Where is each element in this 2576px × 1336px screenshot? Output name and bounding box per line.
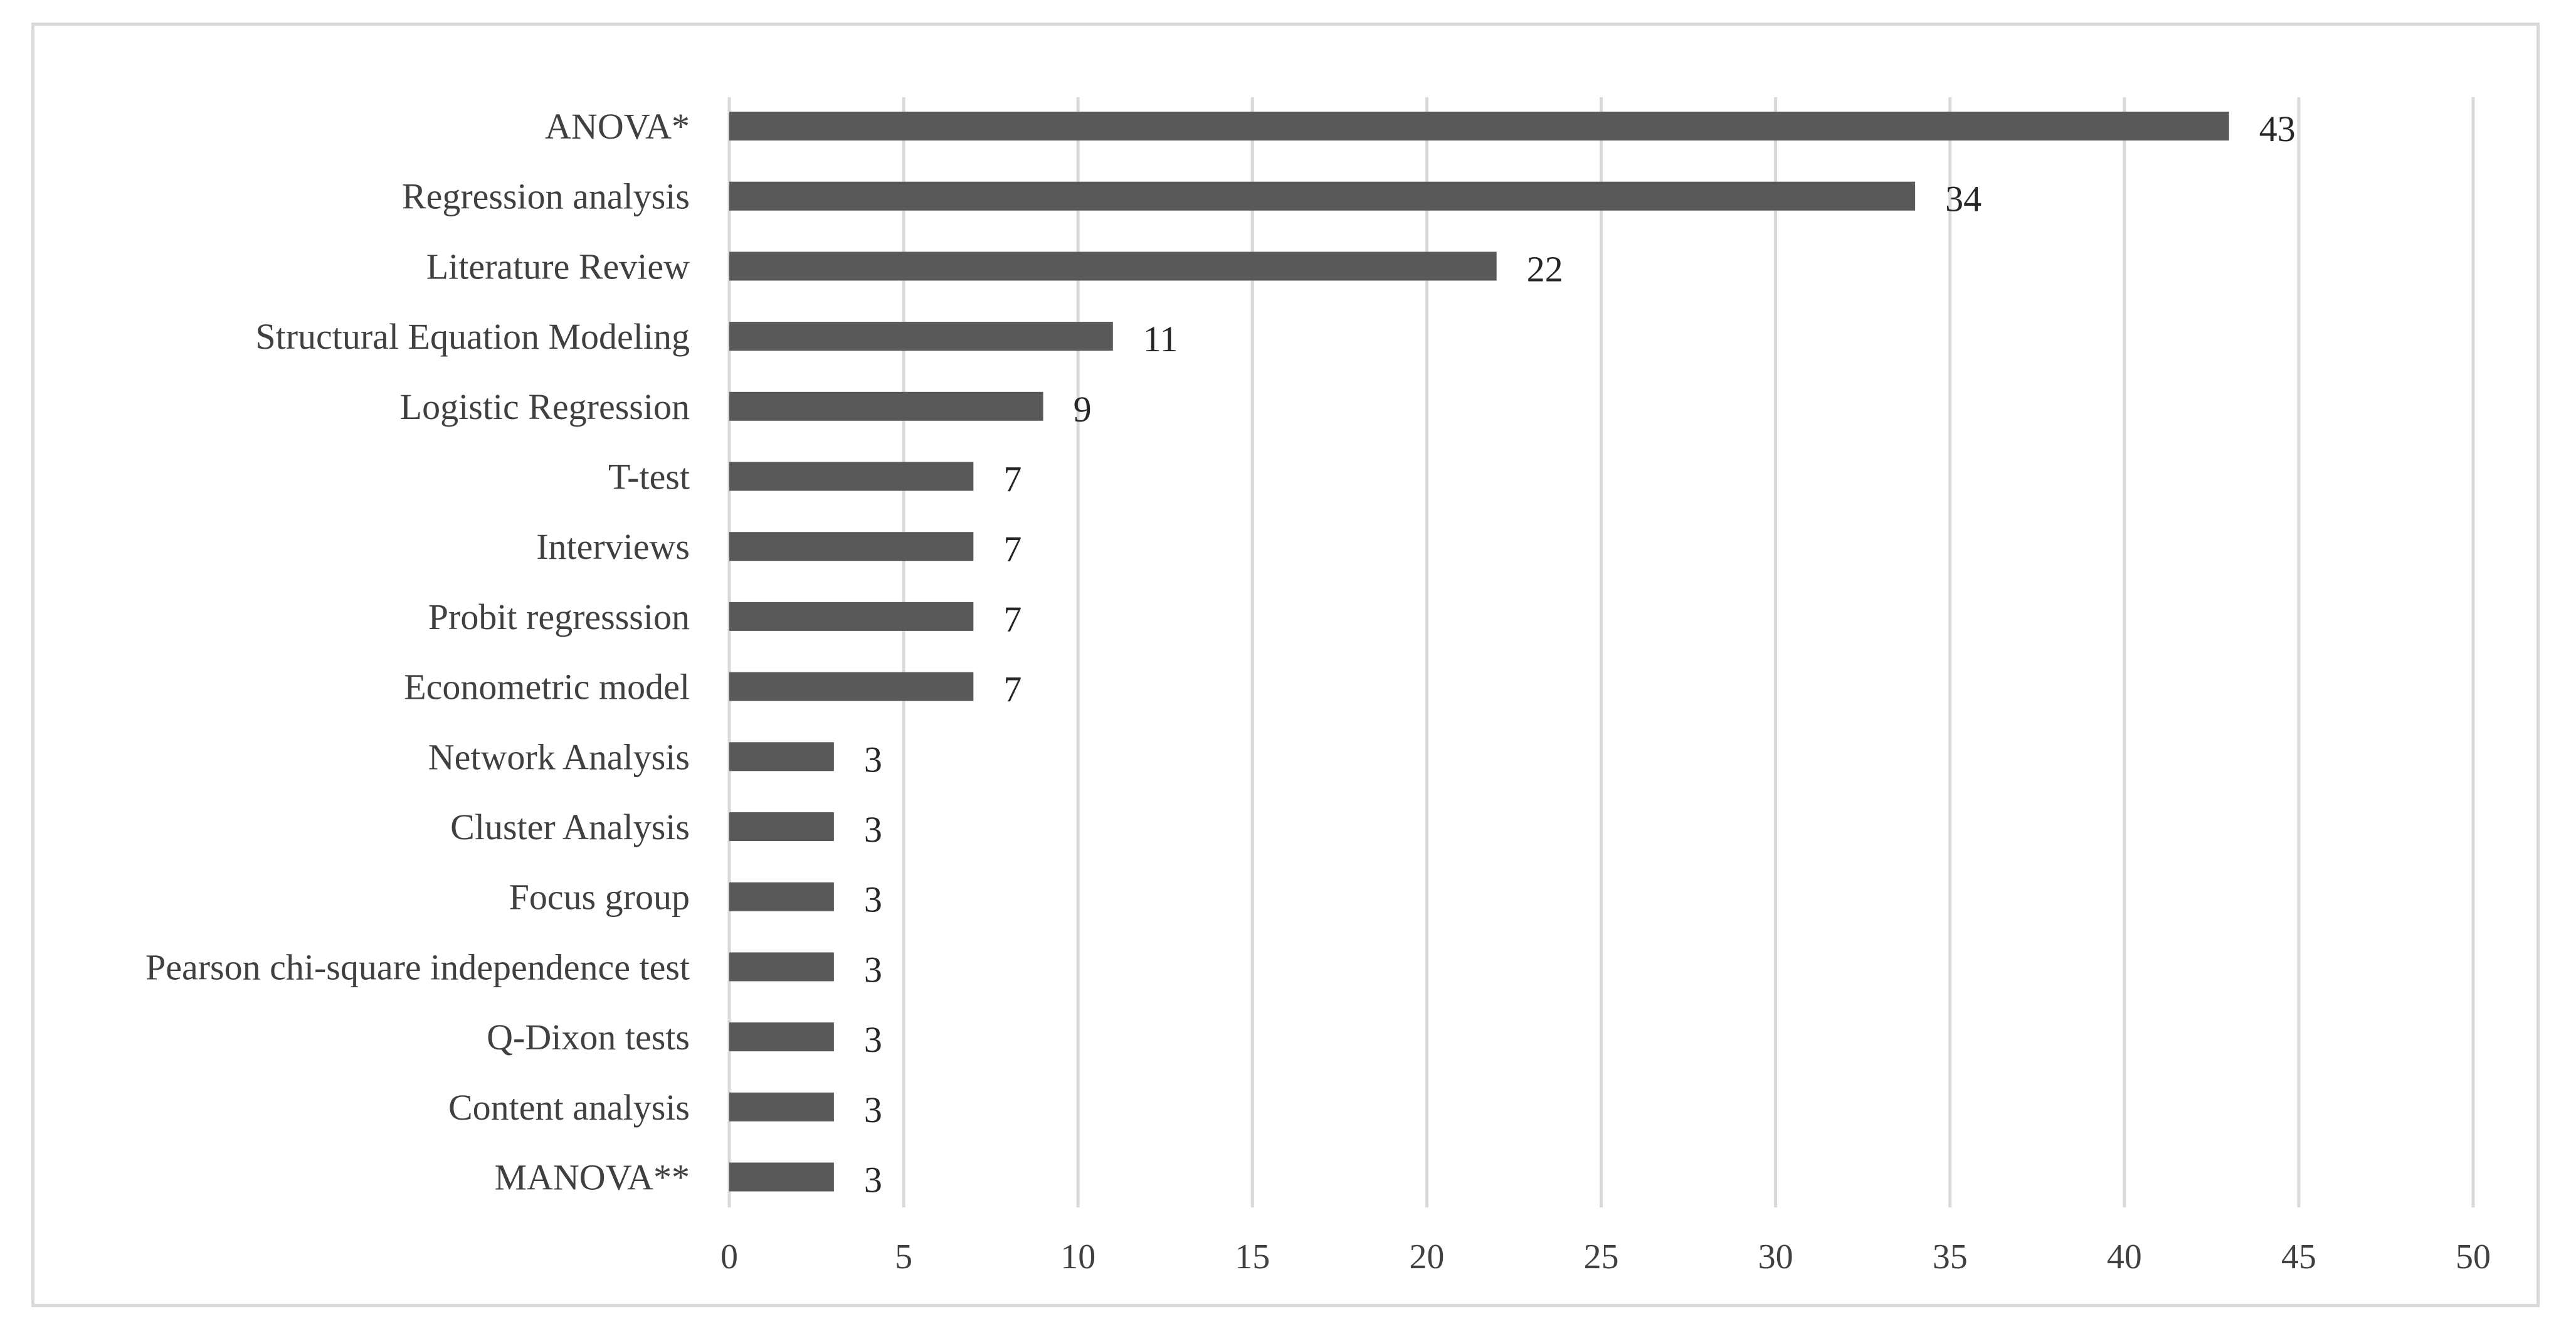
chart-frame bbox=[31, 23, 2540, 1307]
bar bbox=[729, 462, 974, 491]
category-label: T-test bbox=[608, 457, 690, 497]
x-tick-label: 35 bbox=[1933, 1238, 1968, 1276]
data-label: 7 bbox=[1003, 599, 1021, 640]
data-label: 34 bbox=[1945, 179, 1982, 220]
category-label: Content analysis bbox=[448, 1087, 690, 1128]
data-label: 7 bbox=[1003, 529, 1021, 570]
x-tick-label: 25 bbox=[1584, 1238, 1619, 1276]
category-label: Structural Equation Modeling bbox=[255, 316, 690, 357]
bar bbox=[729, 742, 834, 771]
data-label: 3 bbox=[864, 1089, 882, 1130]
x-tick-label: 5 bbox=[895, 1238, 912, 1276]
bars bbox=[729, 112, 2229, 1192]
category-label: Probit regresssion bbox=[428, 596, 690, 637]
bar bbox=[729, 1022, 834, 1052]
data-label: 3 bbox=[864, 1160, 882, 1201]
category-label: Focus group bbox=[509, 877, 690, 918]
bar bbox=[729, 952, 834, 982]
bar bbox=[729, 181, 1916, 211]
category-label: ANOVA* bbox=[545, 106, 690, 147]
x-tick-label: 40 bbox=[2107, 1238, 2142, 1276]
category-label: Cluster Analysis bbox=[450, 807, 690, 847]
data-label: 7 bbox=[1003, 669, 1021, 710]
category-label: Literature Review bbox=[426, 246, 690, 287]
data-label: 43 bbox=[2259, 109, 2296, 149]
bar bbox=[729, 252, 1497, 281]
data-label: 22 bbox=[1527, 248, 1563, 289]
bar bbox=[729, 391, 1043, 421]
data-label: 3 bbox=[864, 1019, 882, 1060]
data-label: 3 bbox=[864, 739, 882, 780]
labels: 0 5 10 15 20 25 30 35 40 45 50 ANOVA* 43 Regression a… bbox=[145, 106, 2491, 1276]
category-label: Q-Dixon tests bbox=[487, 1017, 690, 1058]
category-label: Econometric model bbox=[404, 667, 690, 708]
category-label: MANOVA** bbox=[494, 1157, 690, 1198]
bar bbox=[729, 812, 834, 841]
data-label: 7 bbox=[1003, 459, 1021, 500]
x-tick-label: 10 bbox=[1060, 1238, 1095, 1276]
data-label: 3 bbox=[864, 879, 882, 920]
x-tick-label: 45 bbox=[2281, 1238, 2316, 1276]
bar bbox=[729, 882, 834, 911]
category-label: Network Analysis bbox=[428, 736, 690, 777]
x-tick-label: 15 bbox=[1235, 1238, 1270, 1276]
data-label: 3 bbox=[864, 949, 882, 990]
category-label: Logistic Regression bbox=[400, 386, 690, 427]
x-tick-label: 50 bbox=[2456, 1238, 2491, 1276]
bar bbox=[729, 532, 974, 561]
bar bbox=[729, 112, 2229, 140]
data-label: 3 bbox=[864, 809, 882, 850]
x-tick-label: 20 bbox=[1409, 1238, 1444, 1276]
data-label: 9 bbox=[1074, 389, 1092, 430]
bar bbox=[729, 602, 974, 631]
bar bbox=[729, 322, 1113, 351]
bar bbox=[729, 1162, 834, 1192]
bar bbox=[729, 672, 974, 701]
category-label: Regression analysis bbox=[402, 176, 690, 217]
x-tick-label: 30 bbox=[1758, 1238, 1793, 1276]
category-label: Pearson chi-square independence test bbox=[145, 946, 690, 987]
gridlines bbox=[727, 97, 2475, 1207]
data-label: 11 bbox=[1143, 319, 1178, 359]
x-tick-label: 0 bbox=[721, 1238, 738, 1276]
bar bbox=[729, 1092, 834, 1121]
category-label: Interviews bbox=[536, 526, 690, 567]
